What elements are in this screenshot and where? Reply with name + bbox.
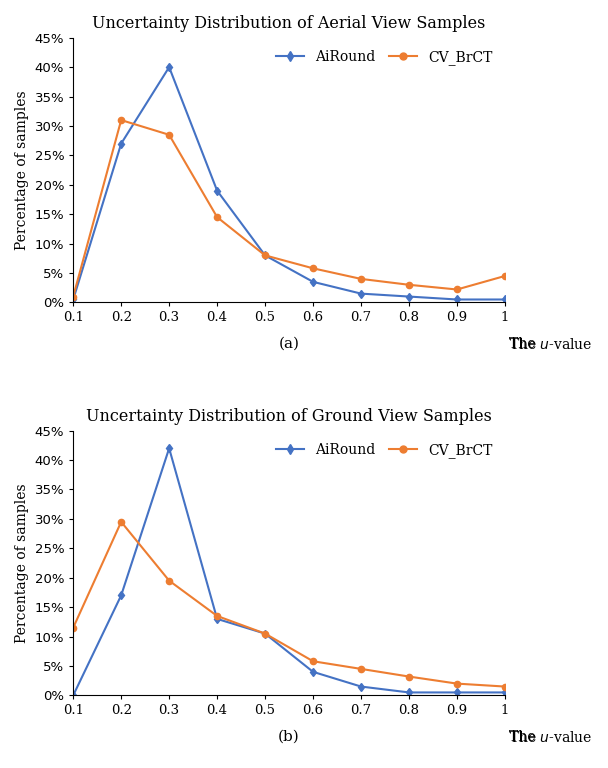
AiRound: [165, 62, 173, 71]
CV_BrCT: [213, 611, 221, 621]
CV_BrCT: [501, 682, 508, 691]
CV_BrCT: [117, 517, 125, 526]
Legend: AiRound, CV_BrCT: AiRound, CV_BrCT: [271, 438, 498, 464]
Text: The $u$-value: The $u$-value: [510, 730, 593, 745]
Text: (a): (a): [278, 337, 300, 351]
CV_BrCT: [454, 285, 461, 294]
AiRound: [501, 688, 508, 697]
CV_BrCT: [406, 280, 413, 290]
CV_BrCT: [454, 679, 461, 688]
AiRound: [69, 690, 77, 700]
Text: The $u$-value: The $u$-value: [510, 337, 593, 352]
Title: Uncertainty Distribution of Ground View Samples: Uncertainty Distribution of Ground View …: [86, 408, 492, 425]
CV_BrCT: [165, 131, 173, 140]
AiRound: [165, 444, 173, 453]
CV_BrCT: [501, 271, 508, 280]
CV_BrCT: [261, 629, 269, 638]
CV_BrCT: [69, 623, 77, 632]
Line: AiRound: AiRound: [70, 64, 508, 303]
AiRound: [213, 186, 221, 195]
AiRound: [454, 688, 461, 697]
AiRound: [406, 292, 413, 301]
Line: CV_BrCT: CV_BrCT: [70, 117, 508, 300]
AiRound: [406, 688, 413, 697]
AiRound: [117, 139, 125, 148]
Legend: AiRound, CV_BrCT: AiRound, CV_BrCT: [271, 45, 498, 71]
CV_BrCT: [69, 292, 77, 301]
AiRound: [261, 629, 269, 638]
AiRound: [309, 277, 317, 286]
Text: (b): (b): [278, 730, 300, 743]
AiRound: [261, 251, 269, 260]
Line: CV_BrCT: CV_BrCT: [70, 518, 508, 690]
Title: Uncertainty Distribution of Aerial View Samples: Uncertainty Distribution of Aerial View …: [92, 15, 486, 32]
AiRound: [213, 614, 221, 624]
Text: The: The: [510, 337, 540, 351]
AiRound: [117, 591, 125, 600]
CV_BrCT: [213, 213, 221, 222]
CV_BrCT: [358, 664, 365, 674]
Y-axis label: Percentage of samples: Percentage of samples: [15, 91, 29, 250]
AiRound: [501, 295, 508, 304]
CV_BrCT: [165, 576, 173, 585]
Line: AiRound: AiRound: [70, 445, 508, 699]
AiRound: [454, 295, 461, 304]
AiRound: [358, 289, 365, 298]
CV_BrCT: [406, 672, 413, 681]
Text: The: The: [510, 730, 540, 743]
Y-axis label: Percentage of samples: Percentage of samples: [15, 483, 29, 643]
AiRound: [358, 682, 365, 691]
CV_BrCT: [358, 274, 365, 283]
CV_BrCT: [117, 115, 125, 124]
AiRound: [309, 667, 317, 677]
CV_BrCT: [261, 251, 269, 260]
AiRound: [69, 295, 77, 304]
CV_BrCT: [309, 657, 317, 666]
CV_BrCT: [309, 263, 317, 273]
